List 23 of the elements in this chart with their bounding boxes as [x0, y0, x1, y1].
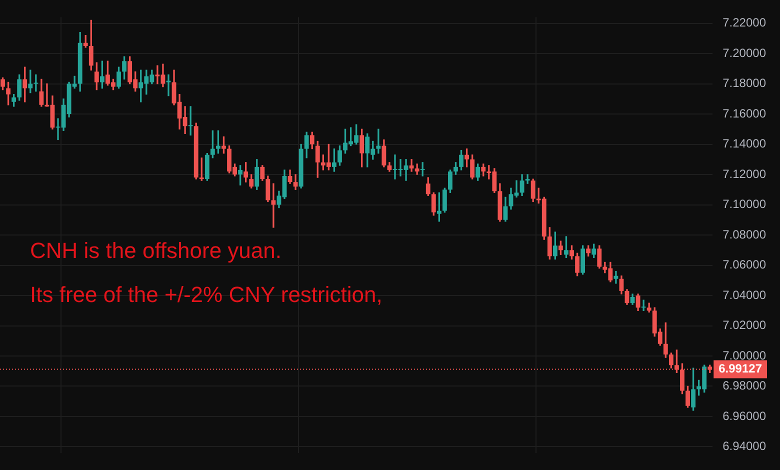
annotation: Its free of the +/-2% CNY restriction,	[30, 282, 382, 308]
y-tick-label: 7.06000	[722, 258, 766, 272]
y-tick-label: 7.18000	[722, 76, 766, 90]
y-tick-label: 6.96000	[722, 408, 766, 423]
candlestick	[641, 300, 646, 311]
y-tick-label: 6.98000	[722, 378, 766, 393]
annotation: CNH is the offshore yuan.	[30, 238, 282, 264]
y-tick-label: 7.12000	[722, 166, 766, 181]
y-tick-label: 6.94000	[722, 439, 766, 454]
candlestick	[409, 159, 414, 172]
y-tick-label: 7.16000	[722, 106, 766, 120]
y-tick-label: 7.02000	[722, 318, 766, 332]
y-tick-label: 7.08000	[722, 227, 766, 242]
candlestick	[271, 183, 276, 228]
y-tick-label: 7.22000	[722, 16, 766, 30]
y-tick-label: 7.00000	[722, 348, 766, 362]
y-tick-label: 7.20000	[722, 46, 766, 60]
y-tick-label: 7.14000	[722, 136, 766, 151]
y-tick-label: 7.04000	[722, 288, 766, 302]
ref-line-label: 6.99127	[718, 362, 762, 376]
y-tick-label: 7.10000	[722, 197, 766, 212]
candlestick	[414, 164, 420, 175]
candlestick	[525, 174, 530, 184]
